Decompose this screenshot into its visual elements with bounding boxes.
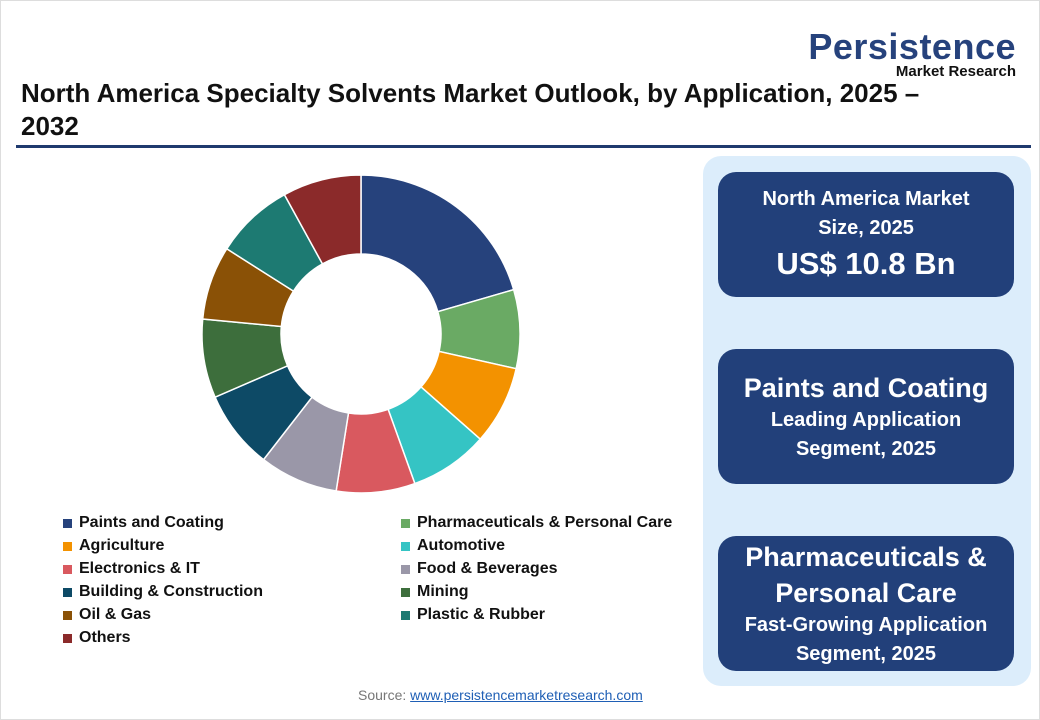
legend-swatch xyxy=(401,587,410,597)
legend-label: Pharmaceuticals & Personal Care xyxy=(417,514,673,531)
market-size-value: US$ 10.8 Bn xyxy=(776,245,956,281)
donut-chart xyxy=(201,174,521,494)
legend-label: Others xyxy=(79,629,131,646)
market-size-card: North America Market Size, 2025 US$ 10.8… xyxy=(718,172,1014,297)
legend-item: Pharmaceuticals & Personal Care xyxy=(401,514,672,532)
legend-swatch xyxy=(401,541,410,551)
legend-label: Automotive xyxy=(417,537,505,554)
card-headline: Personal Care xyxy=(775,577,957,608)
legend-item: Electronics & IT xyxy=(63,560,200,578)
card-label: Size, 2025 xyxy=(818,216,914,239)
card-label: Segment, 2025 xyxy=(795,642,937,665)
donut-slice-others xyxy=(283,174,362,265)
legend-item: Oil & Gas xyxy=(63,606,151,624)
legend-item: Food & Beverages xyxy=(401,560,557,578)
fast-growing-card: Pharmaceuticals & Personal Care Fast-Gro… xyxy=(718,536,1014,671)
logo: Persistence Market Research xyxy=(801,26,1016,80)
legend-swatch xyxy=(63,633,72,643)
card-label: Leading Application xyxy=(770,408,962,431)
legend-item: Others xyxy=(63,629,131,647)
legend-swatch xyxy=(63,518,72,528)
chart-title: North America Specialty Solvents Market … xyxy=(21,78,920,141)
card-label: North America Market xyxy=(762,187,970,210)
legend-label: Building & Construction xyxy=(79,583,263,600)
legend-item: Automotive xyxy=(401,537,505,555)
legend-label: Oil & Gas xyxy=(79,606,152,623)
source-label: Source: xyxy=(358,687,407,703)
legend-label: Mining xyxy=(417,583,469,600)
legend-label: Food & Beverages xyxy=(417,560,558,577)
leading-segment-card: Paints and Coating Leading Application S… xyxy=(718,349,1014,484)
card-headline: Pharmaceuticals & xyxy=(745,541,987,572)
legend-item: Building & Construction xyxy=(63,583,263,601)
legend-swatch xyxy=(401,610,410,620)
legend-swatch xyxy=(63,541,72,551)
legend-label: Plastic & Rubber xyxy=(417,606,546,623)
legend-item: Agriculture xyxy=(63,537,164,555)
title-divider xyxy=(16,145,1031,148)
legend-item: Plastic & Rubber xyxy=(401,606,545,624)
legend-swatch xyxy=(63,587,72,597)
card-headline: Paints and Coating xyxy=(743,372,989,403)
card-label: Segment, 2025 xyxy=(795,437,937,460)
legend-label: Agriculture xyxy=(79,537,165,554)
legend-item: Mining xyxy=(401,583,469,601)
card-label: Fast-Growing Application xyxy=(744,613,988,636)
logo-sub: Market Research xyxy=(895,63,1016,80)
legend-swatch xyxy=(401,518,410,528)
logo-name: Persistence xyxy=(808,26,1016,67)
legend-label: Paints and Coating xyxy=(79,514,224,531)
donut-slice-paints-and-coating xyxy=(360,174,515,313)
legend-swatch xyxy=(63,610,72,620)
legend-label: Electronics & IT xyxy=(79,560,200,577)
legend-item: Paints and Coating xyxy=(63,514,224,532)
legend-swatch xyxy=(63,564,72,574)
legend-swatch xyxy=(401,564,410,574)
source: Source: www.persistencemarketresearch.co… xyxy=(358,687,643,703)
source-link[interactable]: www.persistencemarketresearch.com xyxy=(410,687,643,703)
